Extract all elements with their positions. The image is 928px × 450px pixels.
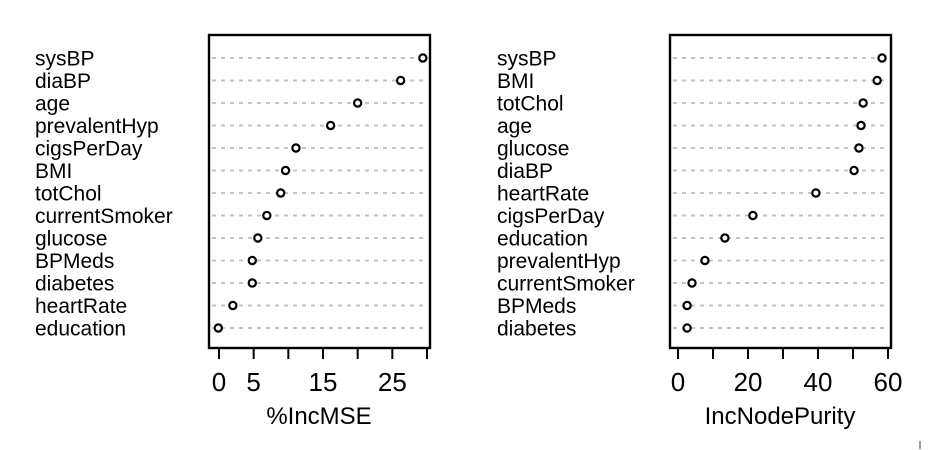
category-label-BPMeds: BPMeds <box>497 295 576 318</box>
category-label-diabetes: diabetes <box>497 318 576 341</box>
data-point-glucose <box>854 143 864 153</box>
category-label-heartRate: heartRate <box>497 183 589 206</box>
data-point-education <box>213 323 224 333</box>
category-label-totChol: totChol <box>35 183 102 206</box>
category-label-prevalentHyp: prevalentHyp <box>497 250 621 273</box>
data-point-BPMeds <box>682 300 692 311</box>
category-label-diaBP: diaBP <box>35 70 91 93</box>
category-label-age: age <box>497 115 532 138</box>
x-tick-label: 15 <box>309 367 338 397</box>
x-axis-title-right: IncNodePurity <box>705 403 856 430</box>
category-label-education: education <box>497 228 588 251</box>
data-point-cigsPerDay <box>291 143 301 153</box>
category-label-totChol: totChol <box>497 93 564 116</box>
category-label-glucose: glucose <box>35 228 107 251</box>
category-label-currentSmoker: currentSmoker <box>35 205 173 228</box>
data-point-BPMeds <box>247 255 257 266</box>
data-point-cigsPerDay <box>748 210 758 221</box>
data-point-glucose <box>253 233 263 243</box>
data-point-totChol <box>276 188 286 198</box>
x-axis-title-left: %IncMSE <box>266 403 371 430</box>
category-label-diaBP: diaBP <box>497 160 553 183</box>
data-point-diabetes <box>247 278 257 288</box>
category-label-sysBP: sysBP <box>497 48 557 71</box>
x-tick-label: 20 <box>734 367 763 397</box>
category-label-diabetes: diabetes <box>35 273 114 296</box>
data-point-heartRate <box>811 188 821 198</box>
data-point-currentSmoker <box>262 210 272 221</box>
data-point-diaBP <box>849 165 859 176</box>
category-label-BMI: BMI <box>35 160 72 183</box>
data-point-education <box>720 233 730 243</box>
data-point-totChol <box>858 98 868 108</box>
category-label-heartRate: heartRate <box>35 295 127 318</box>
data-point-age <box>856 120 866 131</box>
category-label-BMI: BMI <box>497 70 534 93</box>
data-point-age <box>352 98 363 108</box>
data-point-diabetes <box>682 323 692 333</box>
data-point-currentSmoker <box>687 278 697 288</box>
data-point-prevalentHyp <box>700 255 710 266</box>
data-point-sysBP <box>418 53 428 63</box>
data-point-BMI <box>872 75 882 86</box>
data-point-BMI <box>280 165 291 176</box>
plot-box <box>207 33 432 350</box>
category-label-BPMeds: BPMeds <box>35 250 114 273</box>
category-label-sysBP: sysBP <box>35 48 95 71</box>
data-point-prevalentHyp <box>325 120 336 131</box>
category-label-prevalentHyp: prevalentHyp <box>35 115 159 138</box>
category-label-age: age <box>35 93 70 116</box>
x-tick-label: 25 <box>378 367 407 397</box>
category-label-glucose: glucose <box>497 138 569 161</box>
x-tick-label: 60 <box>874 367 903 397</box>
category-label-currentSmoker: currentSmoker <box>497 273 635 296</box>
screen-edge-artifact <box>919 441 921 449</box>
data-point-heartRate <box>228 300 238 311</box>
category-label-cigsPerDay: cigsPerDay <box>35 138 143 161</box>
category-label-cigsPerDay: cigsPerDay <box>497 205 605 228</box>
category-label-education: education <box>35 318 126 341</box>
x-tick-label: 0 <box>212 367 226 397</box>
data-point-diaBP <box>395 75 406 86</box>
x-tick-label: 0 <box>671 367 685 397</box>
data-point-sysBP <box>877 53 887 63</box>
plot-box <box>668 33 893 350</box>
x-tick-label: 40 <box>804 367 833 397</box>
x-tick-label: 5 <box>246 367 260 397</box>
